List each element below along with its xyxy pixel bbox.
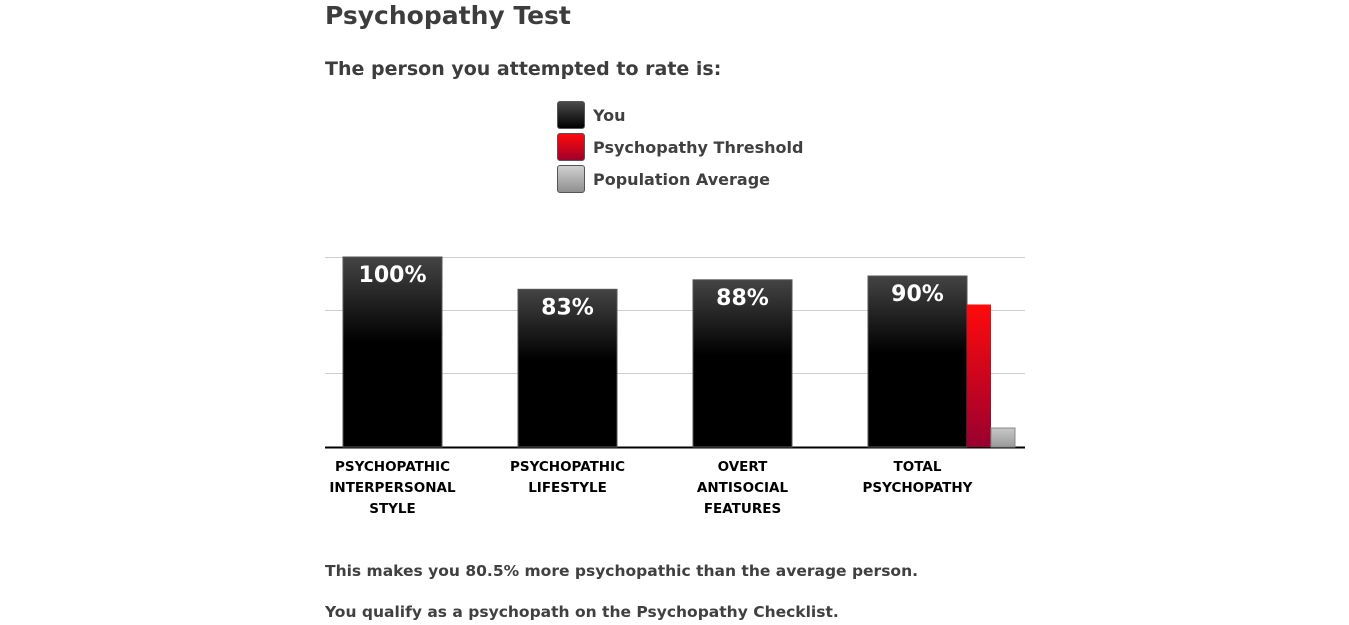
legend-item-threshold: Psychopathy Threshold [557, 132, 803, 162]
category-label: INTERPERSONAL [329, 480, 456, 496]
bar-value-label: 100% [359, 263, 427, 288]
bar-value-label: 90% [891, 282, 944, 307]
category-label: OVERT [718, 459, 769, 475]
bar-you-3 [867, 275, 968, 448]
bar-value-label: 88% [716, 286, 769, 311]
legend-swatch-you [557, 101, 585, 129]
category-label: ANTISOCIAL [697, 480, 789, 496]
category-label: STYLE [369, 501, 416, 517]
category-label: PSYCHOPATHIC [335, 459, 450, 475]
category-label: PSYCHOPATHY [863, 480, 973, 496]
legend-label-threshold: Psychopathy Threshold [593, 137, 804, 157]
category-label: TOTAL [894, 459, 942, 475]
chart-legend: You Psychopathy Threshold Population Ave… [557, 100, 803, 196]
bar-threshold-3 [967, 304, 991, 447]
legend-label-average: Population Average [593, 169, 771, 189]
category-label: FEATURES [704, 501, 781, 517]
page-title: Psychopathy Test [325, 1, 571, 30]
legend-swatch-threshold [557, 133, 585, 161]
legend-item-you: You [557, 100, 803, 130]
chart-labels: 100% PSYCHOPATHIC INTERPERSONAL STYLE 83% PSY… [329, 263, 972, 517]
legend-item-average: Population Average [557, 164, 803, 194]
bar-value-label: 83% [541, 295, 594, 320]
bar-average-3 [990, 427, 1016, 448]
bar-chart: 100% PSYCHOPATHIC INTERPERSONAL STYLE 83% PSY… [325, 256, 1025, 517]
bar-you-0 [342, 256, 443, 448]
legend-swatch-average [557, 165, 585, 193]
legend-label-you: You [593, 105, 626, 125]
summary-comparison: This makes you 80.5% more psychopathic t… [325, 562, 918, 580]
page-subtitle: The person you attempted to rate is: [325, 58, 722, 80]
category-label: LIFESTYLE [528, 480, 607, 496]
bar-you-2 [692, 279, 793, 448]
chart-bars [342, 256, 1016, 448]
bar-you-1 [517, 288, 618, 448]
category-label: PSYCHOPATHIC [510, 459, 625, 475]
summary-qualification: You qualify as a psychopath on the Psych… [325, 603, 839, 621]
